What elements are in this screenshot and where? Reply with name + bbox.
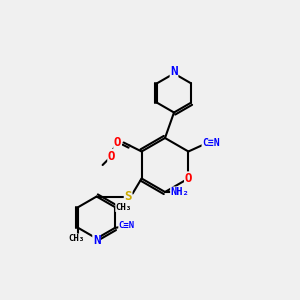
Text: O: O (184, 172, 192, 185)
Text: CH₃: CH₃ (116, 202, 132, 211)
Text: N: N (93, 233, 100, 247)
Text: O: O (108, 149, 116, 163)
Text: C≡N: C≡N (202, 137, 220, 148)
Text: CH₃: CH₃ (69, 234, 85, 243)
Text: N: N (170, 65, 178, 79)
Text: NH₂: NH₂ (171, 187, 189, 197)
Text: O: O (114, 136, 122, 149)
Text: C≡N: C≡N (119, 220, 135, 230)
Text: S: S (124, 190, 132, 203)
